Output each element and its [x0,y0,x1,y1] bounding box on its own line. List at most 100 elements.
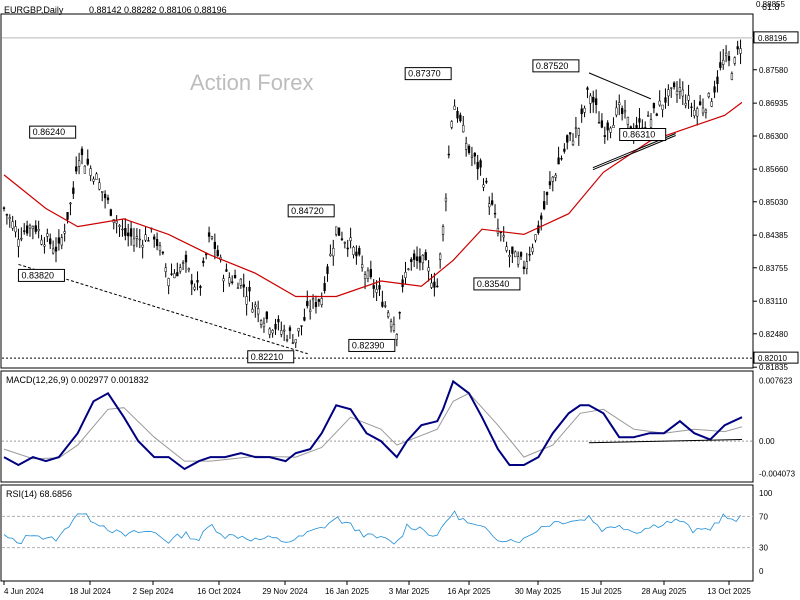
candle [239,278,243,289]
candle [430,273,433,290]
candle [456,107,459,123]
price-tick-label: 0.86935 [759,99,788,108]
candle-body [684,103,687,106]
candle [710,97,713,108]
candle-body [600,120,604,128]
price-tick-label: 0.87580 [759,66,788,75]
candle [17,228,20,258]
candle-body [155,239,159,246]
candle-body [259,320,263,325]
x-tick-label: 28 Aug 2025 [642,587,687,596]
candle-body [447,153,450,156]
candle-body [580,108,583,115]
candle-body [317,299,320,302]
candle [594,89,598,114]
candle [303,308,306,322]
candle-body [395,334,398,340]
candle-body [297,327,300,332]
candle-body [233,275,237,279]
candle-body [664,97,667,103]
candle-body [638,118,641,123]
rsi-tick-label: 0 [759,567,764,576]
x-tick-label: 15 Jul 2025 [580,587,622,596]
candle [479,158,482,176]
candle-body [719,62,722,68]
candle-body [43,244,46,247]
candle-body [51,248,55,254]
candle-body [179,267,182,272]
candle-body [311,298,315,301]
candle [34,220,37,235]
candle-body [115,220,118,224]
candle [187,267,191,273]
candle-body [410,259,413,263]
candle-body [66,212,69,220]
macd-main-line [3,379,743,471]
candle [326,263,329,282]
candle [612,117,615,128]
candle [80,146,84,165]
candle-body [28,225,32,229]
price-tick-label: 0.85030 [759,198,788,207]
candle-body [141,244,144,248]
price-tick-label: 0.83755 [759,264,788,273]
candle [655,112,658,117]
candle-body [340,238,344,240]
candle [441,224,445,242]
candle [181,260,185,271]
candle-body [713,86,716,93]
candle [378,277,381,297]
candle-body [144,234,147,241]
candle-body [181,262,185,264]
candle-body [722,59,725,65]
candle [199,284,202,296]
price-y-axis: 0.88855 0.87580 0.86935 0.86300 0.85660 0.850… [753,0,788,372]
rsi-tick-label: 70 [759,512,768,521]
candle-body [730,73,734,80]
candle [433,272,436,297]
swing-label: 0.87520 [532,59,580,73]
candle-body [69,202,72,205]
candle-body [101,190,104,193]
x-tick-label: 29 Nov 2024 [262,587,308,596]
candle [618,94,621,116]
candle-body [490,200,494,205]
candle-body [387,312,390,317]
candle-body [707,93,710,97]
candle [349,227,352,249]
candle-body [80,148,84,155]
candle [580,104,583,123]
candle [615,100,618,118]
candle [704,108,708,119]
candle-body [516,256,520,265]
candle [693,99,696,119]
candle [210,235,214,241]
x-axis: 4 Jun 2024 18 Jul 2024 2 Sep 2024 16 Oct 20… [3,581,751,596]
candle [268,327,271,339]
candle-body [193,286,196,290]
candle-body [413,253,416,260]
candle-body [620,108,624,114]
candle [548,171,552,189]
candle [89,165,92,182]
candle-body [488,203,491,208]
candle-body [670,87,673,89]
candle-body [245,296,248,305]
candle-body [329,253,332,256]
candle [467,144,471,155]
candle-body [698,101,702,106]
candle [127,223,130,247]
candle [684,94,687,109]
candle-body [2,207,6,209]
candle-body [251,308,254,313]
x-tick-label: 16 Apr 2025 [447,587,491,596]
candle [661,104,664,118]
swing-label-box [287,204,335,218]
candle [722,48,725,70]
candle-body [701,107,705,114]
price-tick-label: 0.86300 [759,132,788,141]
candle [444,193,448,212]
candle-body [280,330,283,335]
candle-body [450,121,453,128]
candle-body [231,281,234,283]
